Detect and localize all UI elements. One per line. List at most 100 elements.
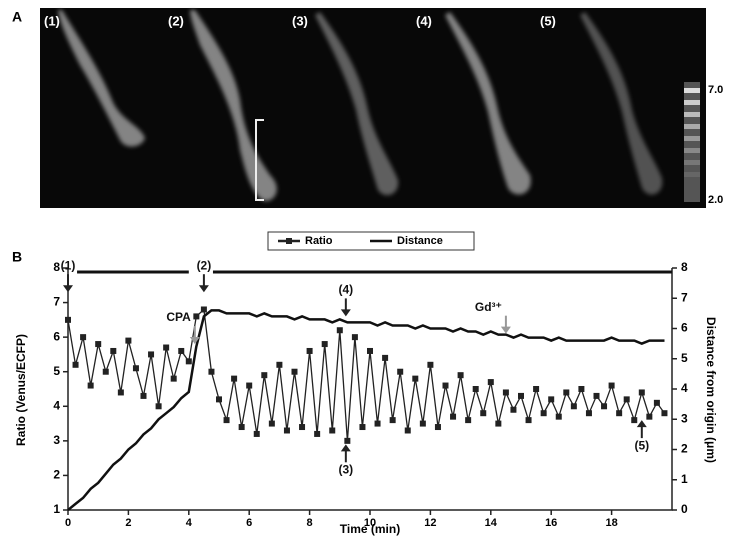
data-point — [404, 427, 411, 434]
x-tick-label: 8 — [307, 517, 313, 529]
data-point — [653, 399, 660, 406]
data-point — [412, 375, 419, 382]
data-point — [321, 341, 328, 348]
data-point — [344, 437, 351, 444]
data-point — [276, 361, 283, 368]
legend-marker — [286, 238, 292, 244]
data-point — [193, 313, 200, 320]
data-point — [548, 396, 555, 403]
data-point — [570, 403, 577, 410]
data-point — [132, 365, 139, 372]
x-tick-label: 14 — [485, 517, 498, 529]
data-point — [216, 396, 222, 403]
data-point — [80, 334, 87, 341]
data-point — [148, 351, 155, 358]
data-point — [533, 386, 540, 392]
y-tick-label: 7 — [53, 295, 60, 309]
data-point — [457, 372, 464, 379]
data-point — [525, 417, 532, 424]
data-point — [314, 430, 321, 437]
data-point — [329, 427, 336, 434]
data-point — [585, 410, 592, 417]
data-point — [450, 413, 457, 420]
data-point — [397, 368, 404, 375]
data-point — [291, 368, 298, 375]
series-line — [67, 309, 665, 511]
data-point — [351, 334, 358, 341]
data-point — [510, 406, 517, 413]
colorbar — [684, 82, 700, 202]
annotation-arrowhead — [500, 326, 511, 334]
y2-tick-label: 4 — [681, 381, 688, 395]
data-point — [623, 396, 630, 403]
data-point — [601, 403, 608, 410]
y-tick-label: 4 — [53, 398, 60, 412]
data-point — [367, 347, 373, 354]
y2-tick-label: 6 — [681, 321, 688, 335]
data-point — [200, 306, 207, 313]
data-point — [427, 361, 434, 368]
data-point — [502, 389, 509, 396]
y-tick-label: 8 — [53, 260, 60, 274]
data-point — [359, 424, 366, 431]
legend-label: Ratio — [305, 235, 333, 247]
legend-label: Distance — [397, 235, 443, 247]
data-point — [238, 424, 245, 431]
data-point — [246, 382, 253, 389]
data-point — [208, 368, 215, 375]
data-point — [480, 410, 487, 417]
bracket — [255, 119, 264, 201]
data-point — [472, 386, 479, 392]
data-point — [140, 392, 147, 399]
y-tick-label: 2 — [53, 468, 60, 482]
y2-tick-label: 8 — [681, 260, 688, 274]
colorbar-label: 2.0 — [708, 194, 723, 206]
annotation-label: (1) — [61, 258, 76, 272]
data-point — [95, 341, 102, 348]
y2-tick-label: 5 — [681, 351, 688, 365]
data-point — [261, 372, 268, 379]
x-tick-label: 16 — [545, 517, 557, 529]
data-point — [442, 382, 449, 389]
data-point — [593, 392, 600, 399]
annotation-arrowhead — [636, 420, 647, 428]
panel-label: A — [12, 9, 22, 25]
data-point — [608, 382, 615, 389]
data-point — [434, 424, 441, 431]
data-point — [110, 347, 117, 354]
x-tick-label: 2 — [125, 517, 131, 529]
data-point — [117, 389, 124, 396]
annotation-arrowhead — [340, 309, 351, 317]
data-point — [616, 410, 623, 417]
y2-tick-label: 0 — [681, 502, 688, 516]
frame-label: (3) — [292, 13, 308, 28]
data-point — [170, 375, 177, 382]
annotation-label: (4) — [339, 283, 354, 297]
data-point — [336, 327, 343, 334]
image-strip — [40, 8, 706, 208]
cell-images — [58, 10, 663, 201]
annotation-arrowhead — [63, 285, 73, 293]
data-point — [661, 410, 668, 417]
frame-label: (1) — [44, 13, 60, 28]
data-point — [419, 420, 426, 427]
y2-tick-label: 3 — [681, 411, 688, 425]
data-point — [631, 417, 638, 424]
data-point — [389, 417, 396, 424]
y2-axis-title: Distance from origin (μm) — [704, 317, 718, 463]
data-point — [268, 420, 275, 427]
data-point — [87, 382, 94, 389]
x-tick-label: 0 — [65, 517, 71, 529]
annotation-label: (2) — [197, 258, 212, 272]
x-tick-label: 12 — [424, 517, 436, 529]
data-point — [253, 430, 260, 437]
panel-label: B — [12, 249, 22, 265]
data-point — [646, 413, 653, 420]
series-line — [67, 308, 666, 441]
x-tick-label: 6 — [246, 517, 252, 529]
data-point — [155, 403, 162, 410]
y-tick-label: 1 — [53, 502, 60, 516]
data-point — [102, 368, 109, 375]
frame-label: (4) — [416, 13, 432, 28]
